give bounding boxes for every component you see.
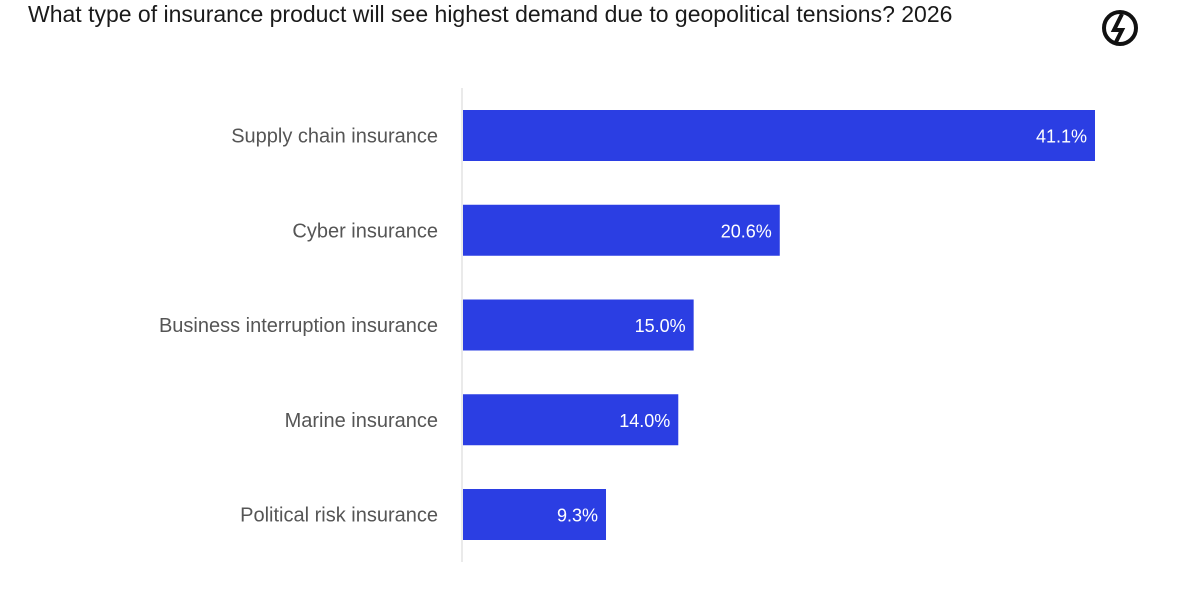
brand-logo-icon — [1102, 10, 1138, 46]
value-label: 41.1% — [1036, 127, 1087, 147]
bar — [463, 204, 780, 256]
category-label: Supply chain insurance — [231, 126, 438, 148]
category-label: Marine insurance — [285, 410, 438, 432]
category-label: Cyber insurance — [292, 220, 438, 242]
bar — [463, 394, 679, 446]
bar — [463, 299, 694, 351]
bar — [463, 489, 607, 540]
chart-title: What type of insurance product will see … — [28, 1, 953, 27]
category-label: Political risk insurance — [240, 505, 438, 527]
category-label: Business interruption insurance — [159, 315, 438, 337]
value-label: 14.0% — [619, 411, 670, 431]
value-label: 20.6% — [721, 221, 772, 241]
value-label: 15.0% — [635, 316, 686, 336]
bar — [463, 110, 1095, 161]
value-label: 9.3% — [557, 506, 598, 526]
